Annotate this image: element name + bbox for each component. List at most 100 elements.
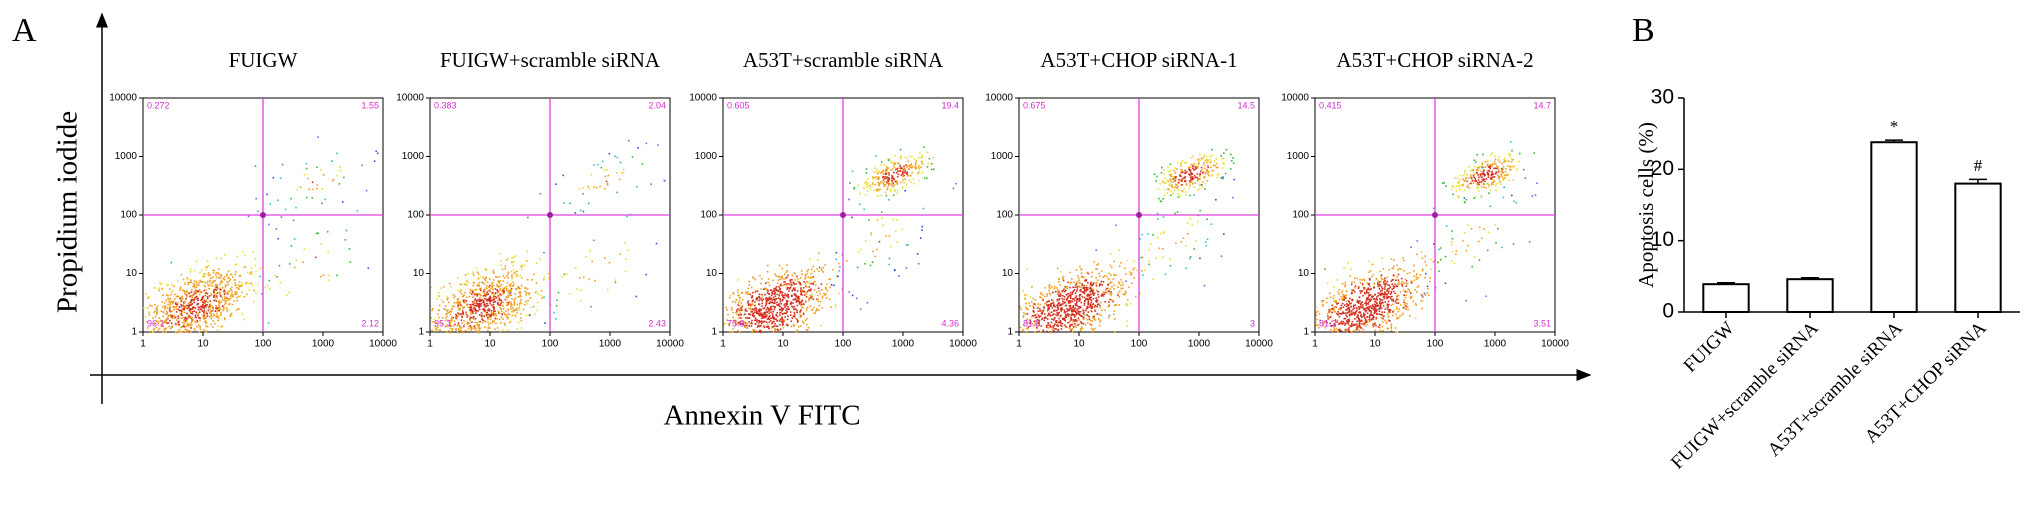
cell-dot xyxy=(484,279,487,282)
y-tick-label: 1 xyxy=(1007,327,1013,338)
cell-dot xyxy=(1150,243,1152,245)
cell-dot xyxy=(1392,314,1394,317)
cell-dot xyxy=(273,274,276,277)
cell-dot xyxy=(1177,196,1180,198)
cell-dot xyxy=(1362,304,1364,306)
cell-dot xyxy=(496,327,499,329)
cell-dot xyxy=(1396,317,1398,320)
cell-dot xyxy=(907,160,910,163)
cell-dot xyxy=(476,285,478,287)
cell-dot xyxy=(745,326,747,329)
cell-dot xyxy=(773,308,776,311)
cell-dot xyxy=(1450,260,1453,262)
cell-dot xyxy=(520,302,523,305)
cell-dot xyxy=(779,299,782,301)
cell-dot xyxy=(1162,169,1165,171)
cell-dot xyxy=(798,297,800,300)
cell-dot xyxy=(482,308,484,310)
cell-dot xyxy=(900,174,903,177)
cell-dot xyxy=(1052,305,1055,307)
cell-dot xyxy=(784,312,786,314)
cell-dot xyxy=(1379,292,1381,295)
cell-dot xyxy=(1189,174,1191,176)
cell-dot xyxy=(751,300,754,302)
cell-dot xyxy=(1184,191,1187,193)
cell-dot xyxy=(1331,308,1333,310)
cell-dot xyxy=(775,298,777,300)
cell-dot xyxy=(885,182,888,185)
cell-dot xyxy=(792,298,795,301)
cell-dot xyxy=(213,290,216,292)
cell-dot xyxy=(216,316,219,319)
x-tick-label: 1000 xyxy=(599,339,622,350)
cell-dot xyxy=(1067,292,1070,295)
y-tick-label: 10000 xyxy=(396,93,424,104)
cell-dot xyxy=(1401,285,1404,287)
cell-dot xyxy=(768,299,770,301)
cell-dot xyxy=(1180,175,1183,178)
cell-dot xyxy=(190,321,193,323)
cell-dot xyxy=(779,323,781,326)
cell-dot xyxy=(616,191,618,194)
cell-dot xyxy=(799,314,802,316)
cell-dot xyxy=(1326,313,1329,315)
cell-dot xyxy=(485,315,488,318)
cell-dot xyxy=(497,301,499,304)
cell-dot xyxy=(789,286,792,289)
cell-dot xyxy=(789,279,792,281)
cell-dot xyxy=(194,314,197,316)
cell-dot xyxy=(763,315,765,318)
cell-dot xyxy=(1052,319,1055,321)
cell-dot xyxy=(201,305,203,308)
cell-dot xyxy=(1022,289,1024,292)
cell-dot xyxy=(534,291,537,294)
cell-dot xyxy=(1059,320,1062,323)
cell-dot xyxy=(1171,185,1174,188)
cell-dot xyxy=(786,318,789,321)
cell-dot xyxy=(805,285,807,288)
cell-dot xyxy=(593,186,595,188)
cell-dot xyxy=(1077,305,1079,308)
cell-dot xyxy=(1168,188,1170,191)
cell-dot xyxy=(179,298,182,300)
cell-dot xyxy=(1380,285,1383,288)
cell-dot xyxy=(1053,329,1055,332)
cell-dot xyxy=(1073,281,1075,284)
cell-dot xyxy=(793,283,796,286)
cell-dot xyxy=(1162,256,1164,259)
cell-dot xyxy=(1385,282,1388,285)
cell-dot xyxy=(1343,312,1345,315)
cell-dot xyxy=(891,180,893,182)
cell-dot xyxy=(1133,277,1135,279)
cell-dot xyxy=(509,294,511,297)
cell-dot xyxy=(174,331,177,334)
cell-dot xyxy=(486,309,489,311)
cell-dot xyxy=(1405,307,1408,310)
cell-dot xyxy=(476,324,479,326)
cell-dot xyxy=(1071,319,1073,321)
cell-dot xyxy=(1080,301,1083,304)
cell-dot xyxy=(744,313,746,315)
cell-dot xyxy=(866,301,869,304)
cell-dot xyxy=(1321,303,1324,306)
cell-dot xyxy=(246,293,248,296)
cell-dot xyxy=(470,312,472,315)
cell-dot xyxy=(1347,323,1350,325)
cell-dot xyxy=(1080,321,1082,323)
cell-dot xyxy=(1358,319,1361,321)
cell-dot xyxy=(483,301,485,303)
cell-dot xyxy=(738,313,740,316)
cell-dot xyxy=(1221,176,1224,179)
cell-dot xyxy=(738,314,740,317)
cell-dot xyxy=(483,297,486,300)
cell-dot xyxy=(576,288,578,290)
cell-dot xyxy=(1174,172,1177,174)
cell-dot xyxy=(758,299,761,302)
cell-dot xyxy=(587,185,590,188)
cell-dot xyxy=(1024,298,1026,300)
cell-dot xyxy=(153,323,156,325)
cell-dot xyxy=(1028,322,1031,325)
cell-dot xyxy=(1064,286,1067,288)
cell-dot xyxy=(1188,180,1191,182)
cell-dot xyxy=(466,303,468,306)
